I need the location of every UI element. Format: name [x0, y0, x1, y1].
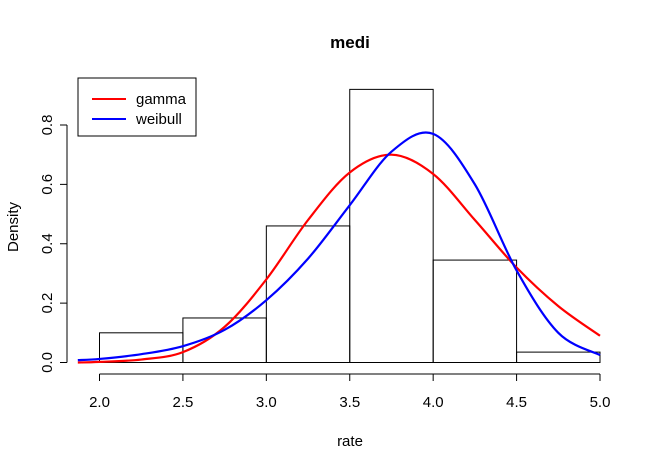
- y-tick-label: 0.4: [39, 233, 56, 254]
- x-tick-label: 5.0: [590, 394, 611, 411]
- histogram-bar-5: [516, 351, 601, 363]
- x-tick-label: 4.5: [506, 394, 527, 411]
- histogram-bar-2: [265, 225, 351, 363]
- x-tick-label: 3.0: [256, 394, 277, 411]
- histogram-bar-3: [349, 88, 434, 363]
- x-tick-label: 2.0: [89, 394, 110, 411]
- y-tick-label: 0.8: [39, 115, 56, 136]
- x-tick-label: 2.5: [172, 394, 193, 411]
- chart-title: medi: [330, 33, 370, 52]
- density-curves: [77, 131, 601, 364]
- histogram-bar-1: [182, 317, 267, 363]
- x-tick-label: 3.5: [339, 394, 360, 411]
- series-line-weibull: [77, 131, 601, 362]
- y-tick-label: 0.2: [39, 293, 56, 314]
- x-axis-label: rate: [337, 433, 363, 450]
- y-tick-label: 0.0: [39, 352, 56, 373]
- y-axis: 0.0 0.2 0.4 0.6 0.8: [39, 115, 68, 373]
- y-tick-label: 0.6: [39, 174, 56, 195]
- x-tick-label: 4.0: [423, 394, 444, 411]
- x-axis: 2.0 2.5 3.0 3.5 4.0 4.5 5.0: [89, 373, 611, 411]
- histogram-bars: [99, 88, 601, 363]
- legend-box: [77, 77, 197, 137]
- legend-label-weibull: weibull: [135, 111, 182, 128]
- y-axis-label: Density: [5, 201, 22, 252]
- legend: gamma weibull: [77, 77, 197, 137]
- histogram-bar-4: [432, 259, 518, 363]
- series-line-gamma: [77, 153, 601, 364]
- legend-label-gamma: gamma: [136, 91, 187, 108]
